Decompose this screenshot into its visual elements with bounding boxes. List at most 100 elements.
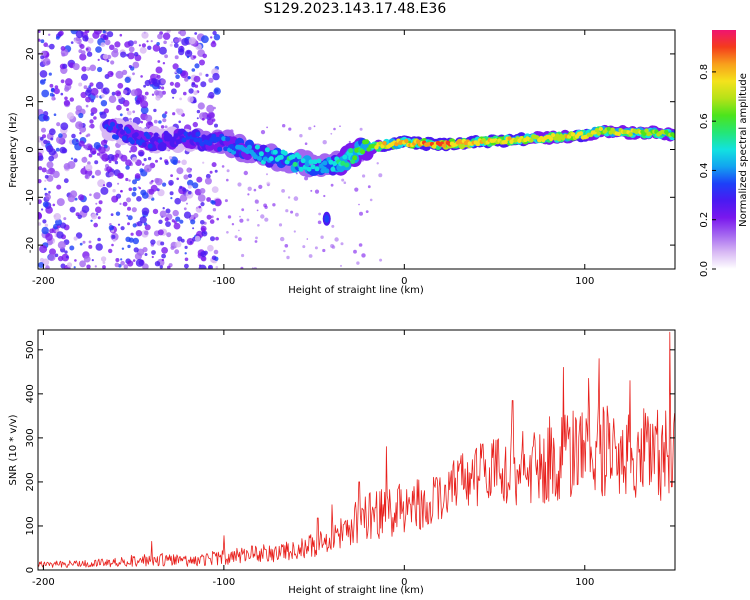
noise-cell (231, 223, 235, 226)
noise-cell (207, 244, 214, 252)
ridge-cell (282, 150, 288, 156)
ridge-cell (262, 156, 268, 162)
noise-cell (304, 142, 308, 145)
noise-cell (178, 120, 181, 124)
noise-cell (48, 72, 52, 76)
noise-cell (41, 167, 47, 173)
noise-cell (153, 119, 158, 124)
noise-cell (144, 224, 151, 231)
noise-cell (199, 188, 206, 194)
noise-cell (124, 76, 131, 83)
ridge-cell (312, 159, 318, 165)
y-tick-label: 400 (25, 384, 36, 403)
ridge-cell (163, 130, 169, 136)
noise-cell (42, 201, 49, 208)
noise-cell (117, 172, 124, 179)
noise-cell (106, 59, 110, 63)
noise-cell (237, 182, 242, 187)
noise-cell (293, 196, 299, 201)
noise-cell (135, 230, 143, 237)
noise-cell (128, 65, 132, 69)
ridge-cell (475, 141, 480, 147)
noise-cell (362, 174, 366, 178)
noise-cell (139, 168, 144, 173)
noise-cell (110, 213, 114, 217)
noise-cell (85, 164, 93, 172)
noise-cell (88, 153, 93, 158)
ridge-cell (191, 132, 197, 138)
ridge-cell (201, 134, 207, 140)
noise-cell (79, 132, 82, 135)
ridge-cell (264, 147, 270, 153)
ridge-cell (352, 155, 358, 161)
y-tick-label: 300 (25, 428, 36, 447)
noise-cell (166, 232, 172, 238)
noise-cell (215, 236, 219, 241)
noise-cell (354, 187, 359, 192)
noise-cell (53, 113, 57, 116)
noise-cell (95, 81, 104, 90)
noise-cell (164, 161, 169, 165)
noise-cell (214, 169, 218, 173)
noise-cell (213, 87, 221, 95)
ridge-cell (350, 159, 356, 165)
noise-cell (212, 72, 220, 81)
noise-cell (156, 74, 161, 79)
noise-cell (122, 89, 128, 95)
noise-cell (241, 253, 245, 258)
x-tick-label: -200 (32, 577, 55, 588)
noise-cell (97, 66, 103, 73)
y-tick-label: -10 (25, 189, 36, 205)
snr-y-axis-label: SNR (10 * v/v) (8, 414, 19, 485)
noise-cell (207, 111, 215, 119)
x-tick-label: -200 (32, 276, 55, 287)
noise-cell (100, 186, 109, 195)
noise-cell (161, 258, 165, 262)
noise-cell (119, 33, 123, 37)
noise-cell (157, 229, 164, 236)
noise-cell (109, 44, 115, 51)
ridge-cell (120, 129, 125, 135)
noise-cell (160, 241, 165, 246)
noise-cell (125, 159, 132, 167)
ridge-cell (167, 136, 173, 142)
ridge-cell (223, 146, 229, 152)
noise-cell (192, 227, 195, 230)
noise-cell (66, 262, 73, 268)
ridge-cell (129, 139, 135, 145)
noise-cell (208, 91, 215, 99)
y-tick-label: 200 (25, 472, 36, 491)
noise-cell (70, 41, 74, 44)
noise-cell (206, 118, 214, 126)
noise-cell (180, 70, 189, 79)
noise-cell (172, 96, 175, 99)
ridge-cell (324, 168, 330, 174)
noise-cell (148, 188, 155, 195)
noise-cell (318, 212, 321, 216)
noise-cell (282, 124, 286, 128)
noise-cell (88, 125, 91, 128)
noise-cell (144, 91, 149, 96)
noise-cell (120, 258, 123, 261)
noise-cell (214, 198, 222, 207)
noise-cell (111, 226, 114, 229)
noise-cell (120, 154, 128, 162)
noise-cell (168, 179, 174, 186)
noise-cell (42, 114, 49, 121)
noise-cell (126, 197, 132, 203)
noise-cell (286, 255, 290, 260)
noise-cell (141, 163, 145, 166)
colorbar-tick-label: 0.8 (699, 64, 710, 80)
noise-cell (132, 72, 135, 76)
noise-cell (102, 30, 106, 34)
noise-cell (114, 262, 120, 268)
noise-cell (143, 84, 147, 88)
ridge-cell (594, 128, 600, 133)
noise-cell (126, 110, 132, 116)
noise-cell (100, 42, 106, 47)
noise-cell (340, 242, 344, 246)
noise-cell (48, 43, 55, 50)
noise-cell (206, 197, 212, 202)
noise-cell (127, 206, 131, 211)
noise-cell (50, 137, 54, 141)
